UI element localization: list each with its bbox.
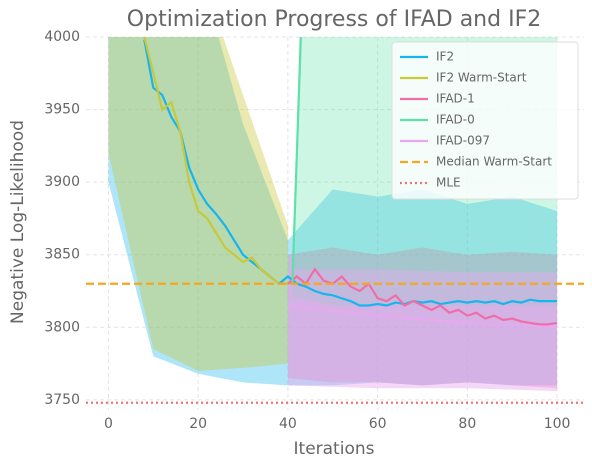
y-tick-label: 3750 [44,392,80,408]
x-tick-label: 80 [458,416,476,432]
legend-label: IFAD-097 [436,134,490,148]
x-tick-label: 0 [104,416,113,432]
legend-label: IFAD-0 [436,113,475,127]
y-tick-label: 3850 [44,247,80,263]
legend: IF2 IF2 Warm-Start IFAD-1 IFAD-0 IFAD-097 Med… [391,41,579,200]
confidence-band [287,269,558,392]
y-tick-label: 3800 [44,319,80,335]
x-tick-label: 40 [279,416,297,432]
confidence-band [108,37,288,371]
x-tick-label: 20 [189,416,207,432]
y-axis-label: Negative Log-Likelihood [8,120,28,324]
legend-label: IF2 Warm-Start [436,71,527,85]
series-line [143,39,558,307]
legend-label: Median Warm-Start [436,155,552,169]
confidence-band [108,37,558,386]
plot-area [86,37,584,404]
chart-title: Optimization Progress of IFAD and IF2 [127,7,541,32]
legend-box [391,41,579,200]
series-line [143,37,288,285]
x-axis-label: Iterations [294,439,375,459]
legend-label: IFAD-1 [436,92,475,106]
legend-label: IF2 [436,50,454,64]
x-tick-label: 60 [369,416,387,432]
y-tick-label: 4000 [44,29,80,45]
series-line [287,304,558,329]
y-tick-label: 3900 [44,174,80,190]
series-line [291,37,302,284]
legend-label: MLE [436,176,461,190]
x-tick-label: 100 [544,416,571,432]
y-tick-label: 3950 [44,102,80,118]
